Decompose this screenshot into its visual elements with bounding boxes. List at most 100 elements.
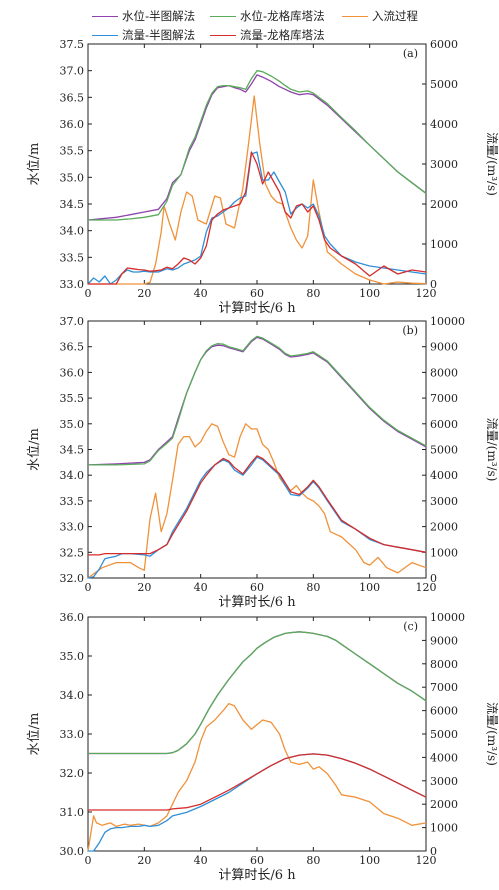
y-right-tick-label: 2000	[430, 198, 458, 211]
x-axis-label: 计算时长/6 h	[218, 868, 296, 883]
x-tick-label: 60	[250, 287, 264, 300]
x-tick-label: 0	[85, 581, 92, 594]
y-right-tick-label: 10000	[430, 611, 465, 624]
y-right-tick-label: 9000	[430, 341, 458, 354]
y-left-tick-label: 36.5	[60, 91, 85, 104]
x-tick-label: 60	[250, 581, 264, 594]
y-left-tick-label: 30.0	[60, 845, 85, 858]
series-line-flow-runge-kutta	[88, 753, 427, 811]
y-right-tick-label: 4000	[430, 118, 458, 131]
x-tick-label: 120	[416, 581, 437, 594]
chart-panel-1: 0 20 40 60 80 100 120 33.0 33.5 34.0 34.5 35.0 35.5 3…	[27, 38, 499, 316]
y-right-tick-label: 3000	[430, 775, 458, 788]
y-right-tick-label: 3000	[430, 495, 458, 508]
y-left-tick-label: 36.0	[60, 611, 85, 624]
series-line-flow-runge-kutta	[88, 455, 427, 556]
y-right-tick-label: 10000	[430, 315, 465, 328]
x-tick-label: 80	[306, 287, 320, 300]
legend-item-inflow: 入流过程	[342, 8, 418, 24]
series-line-inflow	[87, 423, 427, 579]
y-right-axis-label: 流量/(m³/s)	[485, 132, 499, 196]
chart-panel-2: 0 20 40 60 80 100 120 32.0 32.5 33.0 33.5 34.0 34.5 3…	[27, 315, 499, 610]
x-tick-label: 0	[85, 854, 92, 867]
legend-label: 流量-半图解法	[122, 28, 196, 42]
x-tick-label: 100	[359, 854, 380, 867]
y-left-axis-label: 水位/m	[27, 143, 42, 186]
y-left-tick-label: 32.0	[60, 572, 85, 585]
y-left-tick-label: 33.0	[60, 728, 85, 741]
x-tick-label: 100	[359, 287, 380, 300]
x-tick-label: 40	[194, 287, 208, 300]
x-axis-label: 计算时长/6 h	[218, 595, 296, 610]
legend-label: 水位-龙格库塔法	[240, 9, 325, 23]
y-left-tick-label: 34.0	[60, 225, 85, 238]
y-right-tick-label: 0	[430, 572, 437, 585]
y-left-tick-label: 35.0	[60, 171, 85, 184]
y-left-axis-label: 水位/m	[27, 713, 42, 756]
series-line-stage-semigraphical	[87, 74, 427, 221]
y-left-tick-label: 34.5	[60, 444, 85, 457]
y-right-tick-label: 0	[430, 845, 437, 858]
legend-label: 水位-半图解法	[122, 9, 196, 23]
y-right-tick-label: 8000	[430, 366, 458, 379]
y-right-tick-label: 4000	[430, 751, 458, 764]
panel-label: (b)	[402, 324, 418, 337]
y-left-tick-label: 35.5	[60, 145, 85, 158]
x-tick-label: 100	[359, 581, 380, 594]
y-left-tick-label: 36.5	[60, 341, 85, 354]
y-left-tick-label: 35.0	[60, 418, 85, 431]
plot-frame	[87, 320, 427, 579]
y-left-axis-label: 水位/m	[27, 428, 42, 471]
y-left-tick-label: 35.0	[60, 650, 85, 663]
legend-swatch	[92, 15, 118, 17]
x-tick-label: 20	[137, 581, 151, 594]
series-line-stage-runge-kutta	[88, 335, 427, 466]
series-line-stage-runge-kutta	[88, 70, 427, 221]
panel-label: (c)	[403, 620, 418, 633]
y-right-tick-label: 1000	[430, 238, 458, 251]
y-right-tick-label: 7000	[430, 392, 458, 405]
legend-item-flow-semigraphical: 流量-半图解法	[92, 27, 195, 43]
legend-item-flow-runge-kutta: 流量-龙格库塔法	[210, 27, 325, 43]
y-left-tick-label: 36.0	[60, 118, 85, 131]
y-right-tick-label: 6000	[430, 705, 458, 718]
x-tick-label: 80	[306, 854, 320, 867]
legend-swatch	[92, 34, 118, 36]
y-right-axis-label: 流量/(m³/s)	[485, 418, 499, 482]
series-line-flow-runge-kutta	[88, 151, 427, 285]
y-left-tick-label: 35.5	[60, 392, 85, 405]
y-right-tick-label: 5000	[430, 78, 458, 91]
x-tick-label: 40	[194, 581, 208, 594]
series-line-inflow	[88, 95, 427, 285]
x-axis-label: 计算时长/6 h	[218, 301, 296, 316]
y-right-tick-label: 8000	[430, 658, 458, 671]
panel-label: (a)	[403, 47, 418, 60]
y-right-tick-label: 7000	[430, 681, 458, 694]
x-tick-label: 120	[416, 287, 437, 300]
y-right-tick-label: 9000	[430, 634, 458, 647]
y-left-tick-label: 31.0	[60, 806, 85, 819]
y-left-tick-label: 34.5	[60, 198, 85, 211]
y-right-axis-label: 流量/(m³/s)	[485, 702, 499, 766]
x-tick-label: 80	[306, 581, 320, 594]
y-right-tick-label: 3000	[430, 158, 458, 171]
y-left-tick-label: 37.0	[60, 315, 85, 328]
legend: 水位-半图解法 水位-龙格库塔法 入流过程 流量-半图解法 流量-龙格库塔法	[92, 8, 432, 46]
legend-swatch	[210, 15, 236, 17]
legend-item-stage-runge-kutta: 水位-龙格库塔法	[210, 8, 325, 24]
x-tick-label: 20	[137, 287, 151, 300]
y-right-tick-label: 0	[430, 278, 437, 291]
series-line-stage-semigraphical	[88, 631, 427, 755]
series-line-stage-runge-kutta	[88, 631, 427, 755]
y-left-tick-label: 37.5	[60, 38, 85, 51]
plot-frame	[87, 616, 427, 852]
legend-label: 流量-龙格库塔法	[240, 28, 325, 42]
series-line-stage-semigraphical	[87, 336, 427, 466]
y-left-tick-label: 33.5	[60, 495, 85, 508]
y-left-tick-label: 37.0	[60, 65, 85, 78]
y-right-tick-label: 1000	[430, 822, 458, 835]
y-left-tick-label: 36.0	[60, 366, 85, 379]
series-line-flow-semigraphical	[87, 151, 427, 285]
y-right-tick-label: 5000	[430, 728, 458, 741]
